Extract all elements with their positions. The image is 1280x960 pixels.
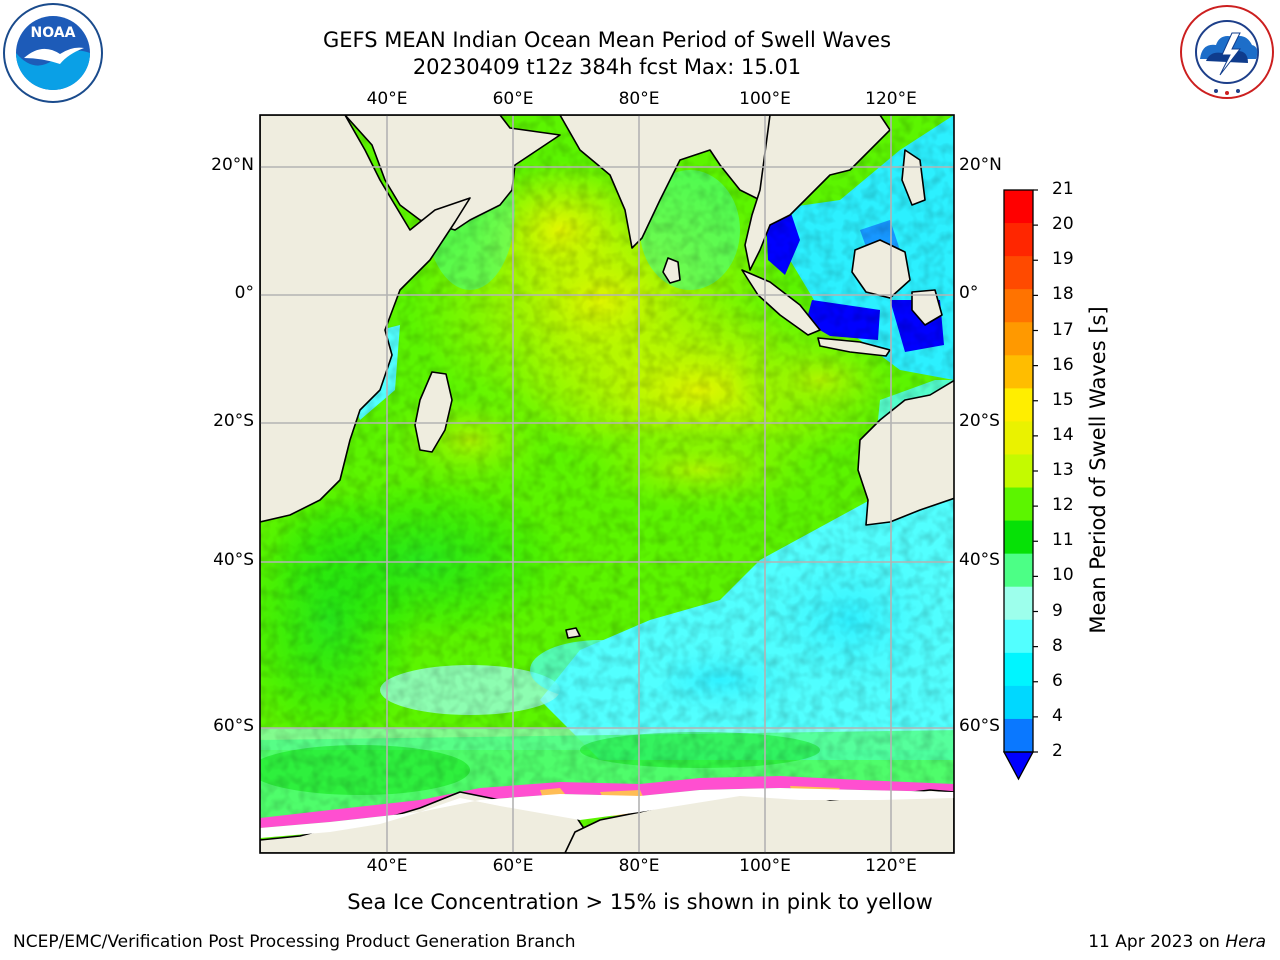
- lat-label-right-20s: 20°S: [959, 411, 1000, 431]
- swell-period-field: [260, 115, 954, 853]
- colorbar-segment: [1004, 718, 1033, 753]
- colorbar-tick-label: 15: [1052, 389, 1074, 410]
- lat-label-right-20n: 20°N: [959, 155, 1002, 175]
- colorbar-tick-label: 10: [1052, 565, 1074, 586]
- footer-date: 11 Apr 2023 on Hera: [1088, 932, 1266, 952]
- ice-shelf: [260, 788, 954, 838]
- land-se-asia: [744, 115, 891, 271]
- map-frame: [259, 114, 955, 854]
- colorbar-segment: [1004, 256, 1033, 290]
- colorbar-tick-label: 8: [1052, 635, 1063, 656]
- lon-label-top-100e: 100°E: [739, 89, 791, 109]
- noaa-logo-text: NOAA: [31, 25, 76, 41]
- land-australia: [857, 379, 954, 526]
- colorbar-tick-label: 6: [1052, 670, 1063, 691]
- footer-credit: NCEP/EMC/Verification Post Processing Pr…: [13, 932, 576, 952]
- lon-label-top-80e: 80°E: [618, 89, 660, 109]
- colorbar-segment: [1004, 652, 1033, 687]
- colorbar-segment: [1004, 388, 1033, 422]
- colorbar-tick-label: 11: [1052, 530, 1074, 551]
- land-masses: [260, 115, 954, 853]
- colorbar-tick-label: 14: [1052, 424, 1074, 445]
- footer-date-text: 11 Apr 2023 on: [1088, 932, 1220, 952]
- lat-label-right-0: 0°: [959, 283, 979, 303]
- colorbar-segment: [1004, 355, 1033, 389]
- colorbar-segment: [1004, 190, 1033, 224]
- land-kerguelen: [565, 627, 581, 639]
- colorbar-segment: [1004, 520, 1033, 555]
- lat-label-left-20n: 20°N: [211, 155, 254, 175]
- colorbar-tick-label: 19: [1052, 249, 1074, 270]
- colorbar-tick-label: 12: [1052, 495, 1074, 516]
- colorbar-tick-label: 2: [1052, 741, 1063, 761]
- colorbar-tick-label: 9: [1052, 600, 1063, 621]
- lon-label-bottom-60e: 60°E: [492, 856, 534, 876]
- gridlines: [260, 115, 954, 853]
- colorbar-segment: [1004, 223, 1033, 257]
- colorbar-tick-label: 18: [1052, 284, 1074, 305]
- lon-label-bottom-40e: 40°E: [366, 856, 408, 876]
- colorbar-under-triangle: [1002, 751, 1035, 781]
- lon-label-top-60e: 60°E: [492, 89, 534, 109]
- colorbar-tick-label: 4: [1052, 705, 1063, 726]
- lon-label-bottom-100e: 100°E: [739, 856, 791, 876]
- colorbar-segment: [1004, 322, 1033, 356]
- sea-ice-note: Sea Ice Concentration > 15% is shown in …: [347, 890, 933, 914]
- noaa-logo: NOAA: [3, 3, 103, 103]
- sea-ice-edge: [260, 776, 954, 828]
- lat-label-right-60s: 60°S: [959, 716, 1000, 736]
- colorbar-tick-label: 21: [1052, 179, 1074, 199]
- land-sulawesi: [911, 289, 943, 326]
- colorbar-tick-label: 13: [1052, 460, 1074, 480]
- colorbar-tick-label: 16: [1052, 354, 1074, 375]
- lat-label-left-40s: 40°S: [213, 550, 254, 570]
- land-arabia: [260, 115, 561, 231]
- land-madagascar: [414, 371, 453, 453]
- colorbar-segment: [1004, 685, 1033, 720]
- lat-label-left-60s: 60°S: [213, 716, 254, 736]
- chart-title: GEFS MEAN Indian Ocean Mean Period of Sw…: [322, 28, 892, 52]
- colorbar: [1002, 189, 1038, 781]
- colorbar-segment: [1004, 421, 1033, 455]
- lat-label-left-0: 0°: [234, 283, 254, 303]
- colorbar-segment: [1004, 619, 1033, 654]
- colorbar-tick-label: 20: [1052, 214, 1074, 235]
- colorbar-segment: [1004, 553, 1033, 588]
- lon-label-top-120e: 120°E: [865, 89, 917, 109]
- land-borneo: [851, 239, 911, 299]
- land-sri-lanka: [662, 257, 681, 284]
- footer-machine: Hera: [1225, 932, 1266, 952]
- lon-label-bottom-120e: 120°E: [865, 856, 917, 876]
- colorbar-tick-label: 17: [1052, 319, 1074, 340]
- lat-label-right-40s: 40°S: [959, 550, 1000, 570]
- colorbar-segment: [1004, 586, 1033, 621]
- land-philippines: [901, 149, 926, 206]
- land-java: [817, 337, 891, 357]
- chart-subtitle: 20230409 t12z 384h fcst Max: 15.01: [412, 55, 802, 79]
- land-africa: [260, 115, 471, 523]
- lat-label-left-20s: 20°S: [213, 411, 254, 431]
- colorbar-segment: [1004, 289, 1033, 323]
- colorbar-segment: [1004, 487, 1033, 522]
- lon-label-top-40e: 40°E: [366, 89, 408, 109]
- colorbar-segment: [1004, 454, 1033, 489]
- nws-logo: [1180, 5, 1274, 99]
- lon-label-bottom-80e: 80°E: [618, 856, 660, 876]
- land-sumatra: [741, 269, 821, 336]
